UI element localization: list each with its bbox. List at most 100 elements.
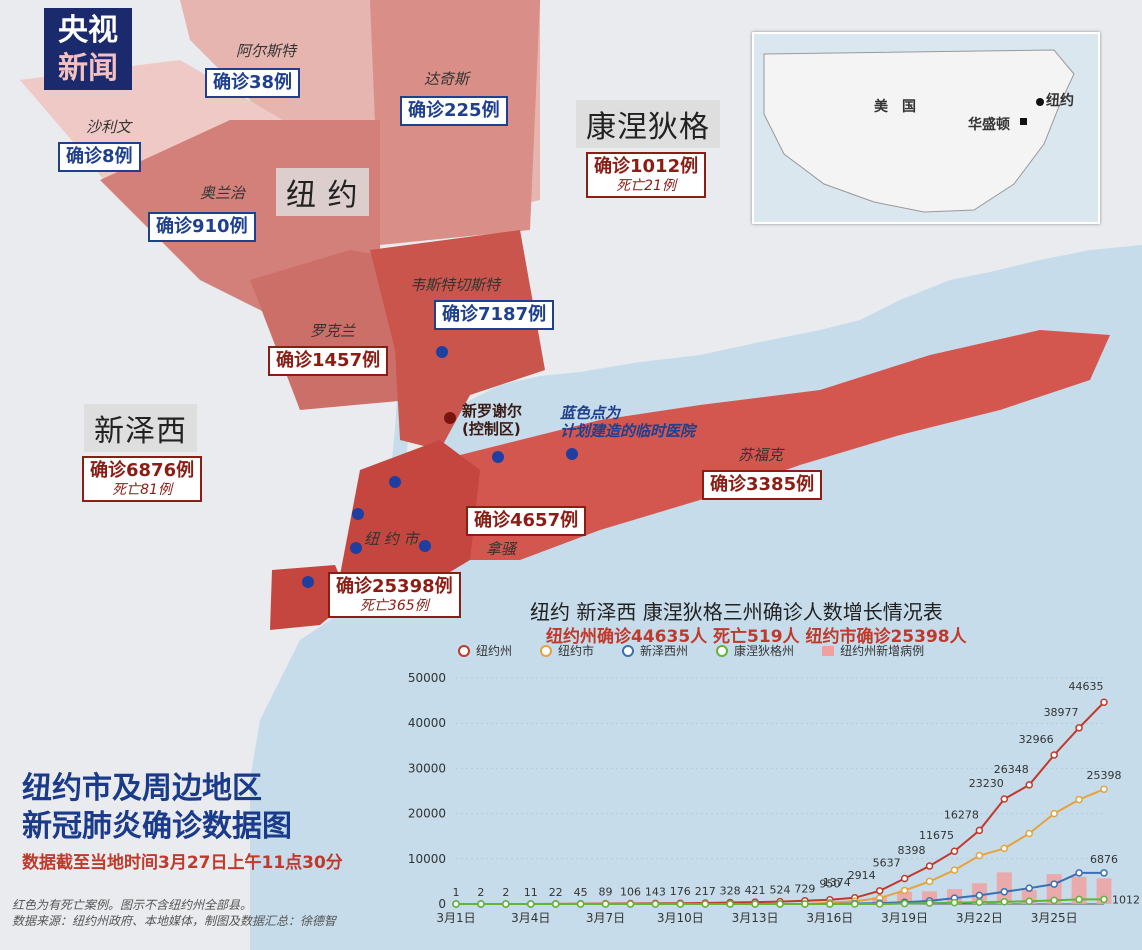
count-rockland: 确诊1457例 [268,346,389,376]
blue-note-line-1: 蓝色点为 [560,404,621,422]
data-label: 45 [574,886,588,899]
data-label: 217 [695,885,716,898]
nj-cases: 确诊6876例 [90,460,195,481]
y-tick-label: 0 [438,897,446,911]
data-point [1075,895,1083,904]
legend-marker [540,644,553,657]
x-tick-label: 3月16日 [806,911,853,925]
data-point [975,898,984,906]
nj-deaths: 死亡81例 [112,482,172,498]
label-suffolk: 苏福克 [738,446,784,464]
data-point [1050,880,1058,888]
label-ct-state: 康涅狄格 [576,100,720,148]
data-point [900,874,909,883]
data-point [527,900,535,908]
count-nj: 确诊6876例 死亡81例 [82,456,203,502]
data-label: 328 [720,885,741,898]
count-nyc: 确诊25398例 死亡365例 [328,572,461,618]
count-ct: 确诊1012例 死亡21例 [586,152,707,198]
new-rochelle-name: 新罗谢尔 [462,402,523,420]
label-nj-state: 新泽西 [84,404,197,452]
data-point [477,900,485,908]
label-nassau: 拿骚 [486,540,517,558]
label-rockland: 罗克兰 [310,322,356,340]
growth-chart: 0 10000 20000 30000 40000 50000 3月1日 3月4日 3月7日 3月… [408,671,1140,925]
inset-usa-label: 美 国 [874,99,916,115]
data-point [1025,884,1033,892]
data-label: 143 [645,885,666,898]
label-dutchess: 达奇斯 [424,70,470,88]
main-title-line-1: 纽约市及周边地区 [22,771,262,806]
x-tick-label: 3月10日 [657,911,704,925]
label-ny-state: 纽 约 [276,168,369,216]
data-date: 数据截至当地时间3月27日上午11点30分 [22,853,343,873]
main-title: 纽约市及周边地区 新冠肺炎确诊数据图 [22,770,292,846]
data-point [900,886,909,895]
data-label: 5637 [873,857,901,870]
ct-cases: 确诊1012例 [594,156,699,177]
label-nyc: 纽 约 市 [364,530,419,548]
new-cases-bar [897,891,913,904]
data-point [626,900,635,908]
blue-note-line-2: 计划建造的临时医院 [560,422,696,440]
data-point [676,900,685,908]
cctv-news-logo: 央视 新闻 [44,8,132,90]
data-point [1100,895,1108,904]
legend-item-nyc: 纽约市 [540,642,594,659]
data-point [1100,869,1108,877]
inset-dc-label: 华盛顿 [968,117,1010,133]
data-label: 89 [599,886,613,899]
count-orange: 确诊910例 [148,212,256,242]
chart-title: 纽约 新泽西 康涅狄格三州确诊人数增长情况表 [530,600,943,624]
legend-item-nj: 新泽西州 [622,642,688,659]
data-label: 44635 [1069,680,1104,693]
data-label: 26348 [994,763,1029,776]
legend-item-new-cases: 纽约州新增病例 [822,642,924,659]
data-label: 11 [524,886,538,899]
new-cases-bar [1071,876,1087,904]
data-point [875,900,884,908]
legend-item-ny-state: 纽约州 [458,642,512,659]
data-label: 11675 [919,829,954,842]
data-label: 23230 [969,777,1004,790]
count-ulster: 确诊38例 [205,68,301,98]
data-point [751,900,759,908]
data-label: 950 [819,878,840,891]
us-inset-map: 美 国 纽约 华盛顿 [752,32,1100,224]
count-westchester: 确诊7187例 [434,300,555,330]
data-point [1025,781,1033,789]
data-point [1075,724,1083,732]
count-nassau: 确诊4657例 [466,506,587,536]
control-zone-label: (控制区) [462,420,521,438]
data-point [576,900,585,908]
data-point [1100,698,1108,706]
data-label: 2 [477,886,484,899]
logo-line-2: 新闻 [58,51,118,86]
y-tick-label: 40000 [408,716,446,730]
data-point [551,900,560,908]
x-tick-label: 3月1日 [436,911,475,925]
x-tick-label: 3月25日 [1031,911,1078,925]
data-point [875,887,884,895]
y-tick-label: 10000 [408,852,446,866]
footnote-1: 红色为有死亡案例。图示不含纽约州全部县。 [12,898,253,912]
data-label: 6876 [1090,853,1118,866]
data-label: 1012 [1112,893,1140,906]
data-point [1075,795,1083,804]
label-sullivan: 沙利文 [86,118,132,136]
data-point [776,900,784,908]
data-point [701,900,709,908]
data-point [925,862,934,870]
data-point [1025,897,1033,906]
data-point [851,900,859,908]
data-label: 729 [794,883,815,896]
legend-label: 纽约州新增病例 [840,644,925,658]
ct-deaths: 死亡21例 [616,178,676,194]
data-label: 16278 [944,808,979,821]
inset-ny-label: 纽约 [1046,93,1074,109]
legend-label: 纽约州 [476,644,513,658]
blue-dot-note: 蓝色点为 计划建造的临时医院 [560,404,695,440]
data-point [900,899,909,908]
nyc-area [340,440,480,600]
